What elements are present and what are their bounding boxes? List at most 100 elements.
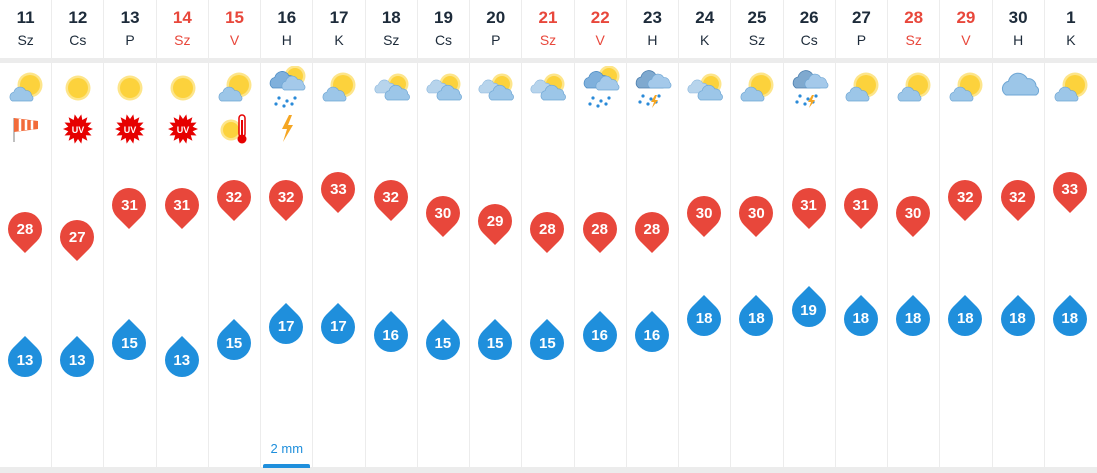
max-temp: 32 [225,188,243,206]
min-temp-drop: 15 [209,319,258,368]
min-temp-drop: 16 [575,311,624,360]
max-temp-pin: 33 [314,164,363,214]
max-temp-pin: 32 [941,172,990,222]
sunny-icon [65,75,91,101]
day-of-week: Cs [69,32,87,48]
partly-sunny-icon [897,72,931,102]
partly-sunny-icon [1054,72,1088,102]
day-of-week: H [281,32,292,48]
max-temp: 30 [434,204,452,222]
min-temp: 18 [695,310,713,327]
day-date: 30 [1008,8,1028,27]
precipitation-amount: 2 mm [270,441,304,456]
min-temp: 18 [1009,310,1026,327]
partly-sunny-icon [9,72,43,102]
uv-icon: UV [63,114,94,144]
min-temp: 18 [747,310,765,327]
min-temp: 15 [539,334,556,352]
day-date: 24 [695,8,715,27]
day-of-week: Cs [800,32,818,48]
day-of-week: Sz [17,32,34,48]
day-column[interactable]: 16 H 32 17 2 mm [261,0,314,468]
windsock-icon [13,118,38,142]
max-temp-pin: 33 [1045,164,1094,214]
day-column[interactable]: 30 H 32 18 [993,0,1045,467]
day-date: 21 [538,8,558,27]
day-column[interactable]: 20 P 29 15 [470,0,523,467]
day-column[interactable]: 15 V 32 15 [209,0,262,467]
day-column[interactable]: 17 K 33 17 [313,0,366,467]
min-temp: 17 [277,318,295,336]
day-date: 12 [68,8,88,27]
day-column[interactable]: 29 V 32 18 [940,0,993,467]
bottom-divider [0,467,1097,473]
sunny-icon [117,75,143,101]
sunny-icon [170,75,196,101]
day-date: 13 [120,8,140,27]
uv-icon: UV [167,114,198,144]
day-column[interactable]: 11 Sz 28 13 [0,0,53,467]
max-temp-pin: 31 [836,180,885,230]
max-temp-pin: 27 [53,212,102,262]
partly-sunny-icon [845,72,879,102]
min-temp: 15 [486,334,504,352]
day-date: 19 [434,8,453,27]
max-temp-pin: 30 [732,188,781,238]
day-column[interactable]: 22 V 28 16 [575,0,627,467]
day-column[interactable]: 13 P UV 31 15 [104,0,157,467]
max-temp: 33 [1061,180,1079,198]
max-temp-pin: 32 [262,172,311,222]
day-of-week: Sz [748,32,766,48]
min-temp-drop: 18 [889,294,938,343]
uv-label: UV [124,125,137,135]
day-column[interactable]: 14 Sz UV 31 13 [157,0,209,467]
min-temp-drop: 15 [471,319,520,368]
max-temp: 31 [121,196,138,214]
day-of-week: Cs [434,32,453,48]
day-date: 16 [277,8,297,27]
min-temp: 16 [643,326,661,344]
max-temp: 31 [852,196,870,214]
min-temp: 18 [956,310,974,327]
day-date: 27 [851,8,871,27]
day-column[interactable]: 24 K 30 18 [679,0,732,467]
day-date: 17 [329,8,349,27]
min-temp-drop: 15 [418,319,467,368]
day-column[interactable]: 21 Sz 28 15 [522,0,575,467]
max-temp: 30 [695,204,713,222]
day-date: 20 [486,8,506,27]
min-temp: 16 [382,326,399,344]
min-temp: 17 [330,318,347,336]
min-temp: 13 [173,351,191,369]
header-divider [0,58,1097,63]
max-temp-pin: 31 [157,180,206,230]
max-temp: 28 [643,220,661,238]
day-column[interactable]: 28 Sz 30 18 [888,0,941,467]
day-column[interactable]: 18 Sz 32 16 [366,0,418,467]
day-column[interactable]: 25 Sz 30 18 [731,0,784,467]
max-temp-pin: 28 [627,204,676,254]
day-column[interactable]: 26 Cs 31 19 [784,0,836,467]
day-date: 14 [172,8,192,27]
day-of-week: P [491,32,501,48]
day-column[interactable]: 1 K 33 18 [1045,0,1097,467]
day-of-week: V [229,32,240,48]
max-temp-pin: 32 [993,172,1042,222]
min-temp: 15 [121,334,138,352]
day-of-week: K [334,32,344,48]
day-column[interactable]: 27 P 31 18 [836,0,889,467]
min-temp-drop: 18 [836,294,885,343]
day-column[interactable]: 19 Cs 30 15 [418,0,471,467]
cloudy-sun-icon [374,73,410,101]
day-column[interactable]: 12 Cs UV 27 13 [52,0,105,467]
day-date: 18 [381,8,401,27]
day-column[interactable]: 23 H 28 16 [627,0,680,467]
min-temp-drop: 13 [53,335,102,385]
max-temp: 28 [591,220,608,238]
uv-label: UV [176,125,189,135]
max-temp: 30 [904,204,922,222]
day-of-week: K [1066,32,1076,48]
min-temp-drop: 17 [314,302,363,351]
min-temp: 18 [1061,310,1079,327]
